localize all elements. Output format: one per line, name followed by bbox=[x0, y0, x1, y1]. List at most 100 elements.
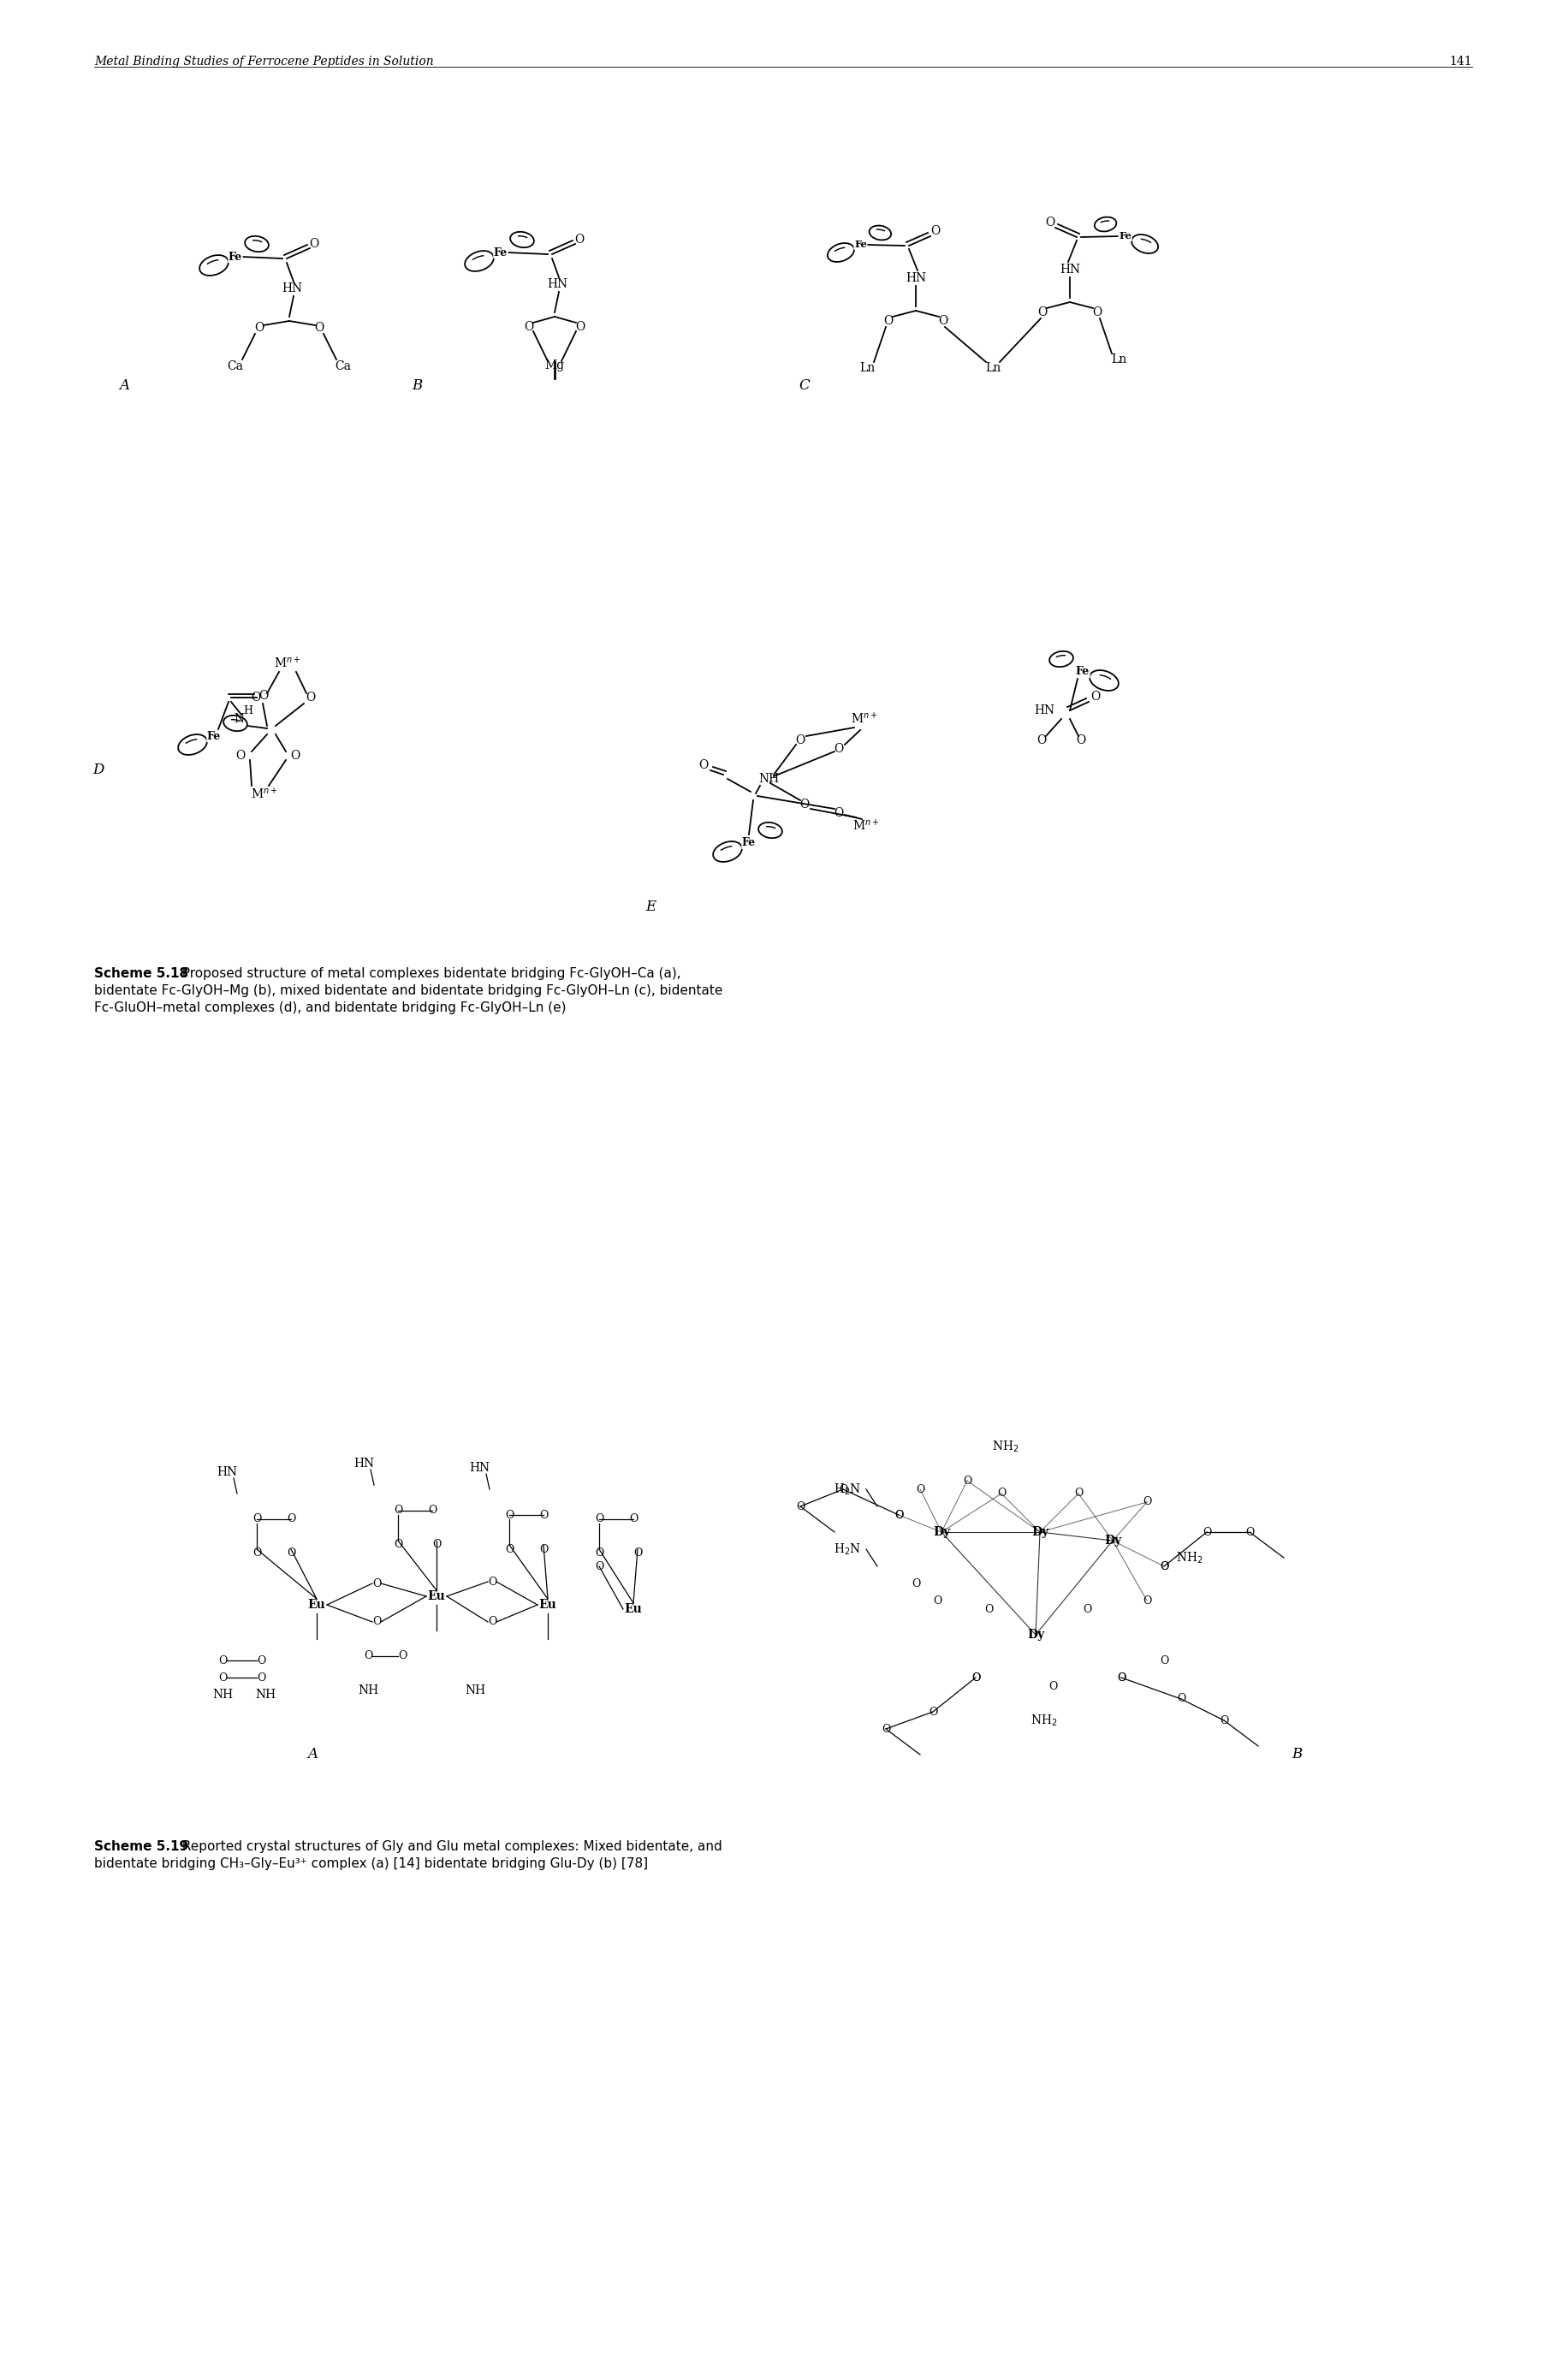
Text: O: O bbox=[218, 1673, 227, 1682]
Text: O: O bbox=[1245, 1525, 1253, 1537]
Text: O: O bbox=[364, 1651, 372, 1661]
Text: O: O bbox=[505, 1509, 513, 1521]
Text: Ln: Ln bbox=[859, 361, 875, 373]
Text: N: N bbox=[234, 713, 245, 725]
Text: Dy: Dy bbox=[1027, 1630, 1044, 1642]
Text: O: O bbox=[1074, 1487, 1082, 1499]
Text: O: O bbox=[894, 1509, 903, 1521]
Text: Fe: Fe bbox=[853, 240, 867, 249]
Text: O: O bbox=[257, 1656, 265, 1666]
Text: O: O bbox=[1076, 734, 1085, 746]
Text: O: O bbox=[629, 1514, 638, 1525]
Text: Eu: Eu bbox=[428, 1590, 445, 1601]
Text: HN: HN bbox=[216, 1466, 237, 1478]
Text: O: O bbox=[996, 1487, 1005, 1499]
Text: Dy: Dy bbox=[1030, 1525, 1047, 1537]
Text: O: O bbox=[539, 1544, 547, 1554]
Text: O: O bbox=[633, 1547, 641, 1559]
Text: O: O bbox=[1159, 1561, 1168, 1573]
Text: O: O bbox=[594, 1561, 604, 1573]
Text: O: O bbox=[235, 751, 245, 763]
Text: HN: HN bbox=[353, 1456, 373, 1471]
Text: O: O bbox=[1116, 1673, 1126, 1682]
Text: O: O bbox=[883, 316, 892, 328]
Text: O: O bbox=[928, 1706, 936, 1718]
Text: Fe: Fe bbox=[742, 836, 756, 848]
Text: Ln: Ln bbox=[1110, 354, 1126, 366]
Text: Fe: Fe bbox=[1076, 665, 1090, 677]
Text: O: O bbox=[971, 1673, 980, 1682]
Text: D: D bbox=[93, 763, 103, 777]
Text: O: O bbox=[575, 321, 585, 333]
Text: NH: NH bbox=[212, 1689, 232, 1701]
Text: HN: HN bbox=[547, 278, 568, 290]
Text: O: O bbox=[916, 1483, 924, 1495]
Text: O: O bbox=[398, 1651, 406, 1661]
Text: O: O bbox=[594, 1547, 604, 1559]
Text: O: O bbox=[1036, 734, 1046, 746]
Text: Eu: Eu bbox=[624, 1604, 641, 1616]
Text: O: O bbox=[1082, 1604, 1091, 1616]
Text: Fe: Fe bbox=[229, 252, 241, 261]
Text: NH$_2$: NH$_2$ bbox=[1030, 1713, 1057, 1727]
Text: O: O bbox=[1142, 1594, 1151, 1606]
Text: O: O bbox=[839, 1483, 847, 1495]
Text: O: O bbox=[698, 760, 709, 772]
Text: O: O bbox=[251, 691, 260, 703]
Text: O: O bbox=[394, 1504, 403, 1516]
Text: M$^{n+}$: M$^{n+}$ bbox=[850, 710, 878, 727]
Text: O: O bbox=[933, 1594, 941, 1606]
Text: O: O bbox=[911, 1578, 920, 1590]
Text: O: O bbox=[259, 689, 268, 701]
Text: O: O bbox=[1201, 1525, 1210, 1537]
Text: A: A bbox=[119, 378, 129, 392]
Text: O: O bbox=[930, 226, 939, 238]
Text: O: O bbox=[1044, 216, 1054, 228]
Text: O: O bbox=[1116, 1673, 1126, 1682]
Text: O: O bbox=[252, 1514, 260, 1525]
Text: O: O bbox=[1142, 1497, 1151, 1509]
Text: O: O bbox=[1176, 1694, 1185, 1704]
Text: O: O bbox=[1159, 1561, 1168, 1573]
Text: O: O bbox=[983, 1604, 993, 1616]
Text: Ca: Ca bbox=[336, 361, 351, 373]
Text: O: O bbox=[505, 1544, 513, 1554]
Text: NH: NH bbox=[358, 1685, 378, 1696]
Text: NH$_2$: NH$_2$ bbox=[991, 1440, 1019, 1454]
Text: O: O bbox=[257, 1673, 265, 1682]
Text: O: O bbox=[938, 316, 947, 328]
Text: O: O bbox=[963, 1475, 971, 1487]
Text: Ca: Ca bbox=[227, 361, 243, 373]
Text: O: O bbox=[218, 1656, 227, 1666]
Text: O: O bbox=[834, 808, 844, 820]
Text: O: O bbox=[1218, 1715, 1228, 1725]
Text: M$^{n+}$: M$^{n+}$ bbox=[274, 656, 301, 670]
Text: O: O bbox=[971, 1673, 980, 1682]
Text: O: O bbox=[1090, 691, 1099, 703]
Text: E: E bbox=[644, 901, 655, 915]
Text: A: A bbox=[307, 1746, 317, 1763]
Text: O: O bbox=[254, 321, 263, 333]
Text: O: O bbox=[1036, 307, 1047, 318]
Text: O: O bbox=[795, 734, 804, 746]
Text: Metal Binding Studies of Ferrocene Peptides in Solution: Metal Binding Studies of Ferrocene Pepti… bbox=[94, 55, 433, 67]
Text: Scheme 5.18: Scheme 5.18 bbox=[94, 967, 188, 979]
Text: NH: NH bbox=[256, 1689, 276, 1701]
Text: B: B bbox=[1290, 1746, 1301, 1763]
Text: O: O bbox=[594, 1514, 604, 1525]
Text: Mg: Mg bbox=[544, 359, 564, 371]
Text: Fc-GluOH–metal complexes (d), and bidentate bridging Fc-GlyOH–Ln (e): Fc-GluOH–metal complexes (d), and bident… bbox=[94, 1000, 566, 1015]
Text: O: O bbox=[372, 1578, 381, 1590]
Text: O: O bbox=[574, 233, 583, 245]
Text: bidentate Fc-GlyOH–Mg (b), mixed bidentate and bidentate bridging Fc-GlyOH–Ln (c: bidentate Fc-GlyOH–Mg (b), mixed bidenta… bbox=[94, 984, 723, 998]
Text: Fe: Fe bbox=[494, 247, 508, 259]
Text: NH: NH bbox=[464, 1685, 485, 1696]
Text: O: O bbox=[524, 321, 533, 333]
Text: HN: HN bbox=[1058, 264, 1080, 276]
Text: O: O bbox=[290, 751, 299, 763]
Text: O: O bbox=[372, 1616, 381, 1628]
Text: bidentate bridging CH₃–Gly–Eu³⁺ complex (a) [14] bidentate bridging Glu-Dy (b) [: bidentate bridging CH₃–Gly–Eu³⁺ complex … bbox=[94, 1858, 648, 1870]
Text: O: O bbox=[834, 744, 844, 756]
Text: O: O bbox=[431, 1540, 441, 1552]
Text: O: O bbox=[287, 1547, 295, 1559]
